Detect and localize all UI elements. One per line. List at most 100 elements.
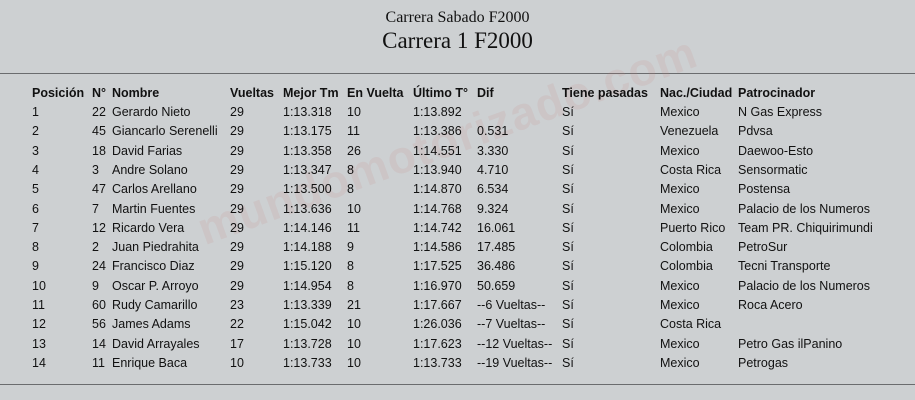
cell-name: Rudy Camarillo bbox=[112, 298, 198, 312]
cell-sponsor: Pdvsa bbox=[738, 124, 773, 139]
cell-number: 14 bbox=[92, 336, 106, 351]
cell-number: 56 bbox=[92, 317, 106, 332]
cell-nationality: Costa Rica bbox=[660, 162, 722, 177]
cell-gap: 17.485 bbox=[477, 240, 516, 255]
cell-best-lap: 8 bbox=[347, 259, 354, 274]
cell-best-time: 1:13.358 bbox=[283, 143, 332, 158]
cell-nationality: Mexico bbox=[660, 278, 700, 293]
cell-best-time: 1:13.733 bbox=[283, 355, 332, 370]
cell-best-lap: 8 bbox=[347, 278, 354, 293]
table-row: 9 24 Francisco Diaz 29 1:15.120 8 1:17.525 36.4… bbox=[0, 259, 915, 278]
cell-gap: 36.486 bbox=[477, 259, 516, 274]
header-position: Posición bbox=[32, 86, 85, 100]
cell-position: 13 bbox=[32, 336, 46, 351]
cell-best-time: 1:15.042 bbox=[283, 317, 332, 332]
cell-position: 4 bbox=[32, 162, 39, 177]
cell-last-time: 1:16.970 bbox=[413, 278, 462, 293]
bottom-divider bbox=[0, 384, 915, 385]
cell-number: 12 bbox=[92, 220, 106, 235]
cell-best-time: 1:13.500 bbox=[283, 182, 332, 197]
cell-gap: 50.659 bbox=[477, 278, 516, 293]
cell-sponsor: Tecni Transporte bbox=[738, 259, 831, 274]
cell-laps: 29 bbox=[230, 220, 244, 235]
cell-last-time: 1:17.525 bbox=[413, 259, 462, 274]
cell-best-lap: 26 bbox=[347, 143, 361, 158]
table-row: 5 47 Carlos Arellano 29 1:13.500 8 1:14.870 6.5… bbox=[0, 182, 915, 201]
cell-best-time: 1:13.728 bbox=[283, 336, 332, 351]
cell-gap: 6.534 bbox=[477, 182, 509, 197]
cell-nationality: Puerto Rico bbox=[660, 220, 726, 235]
cell-position: 11 bbox=[32, 298, 45, 312]
cell-laps: 17 bbox=[230, 336, 244, 351]
cell-position: 10 bbox=[32, 278, 46, 293]
cell-position: 14 bbox=[32, 355, 46, 370]
table-row: 3 18 David Farias 29 1:13.358 26 1:14.551 3.330… bbox=[0, 144, 915, 163]
cell-sponsor: Palacio de los Numeros bbox=[738, 201, 871, 216]
table-row: 8 2 Juan Piedrahita 29 1:14.188 9 1:14.586 17.4… bbox=[0, 240, 915, 259]
cell-laps: 29 bbox=[230, 240, 244, 255]
top-divider bbox=[0, 73, 915, 74]
cell-gap: 3.330 bbox=[477, 143, 509, 158]
cell-last-time: 1:13.733 bbox=[413, 355, 462, 370]
cell-number: 7 bbox=[92, 201, 99, 216]
cell-laps: 10 bbox=[230, 355, 244, 370]
cell-name: Andre Solano bbox=[112, 162, 188, 177]
cell-laps: 29 bbox=[230, 278, 244, 293]
cell-passes: Sí bbox=[562, 182, 574, 197]
table-row: 6 7 Martin Fuentes 29 1:13.636 10 1:14.768 9.32… bbox=[0, 202, 915, 221]
cell-gap: 9.324 bbox=[477, 201, 509, 216]
cell-position: 5 bbox=[32, 182, 39, 197]
cell-name: James Adams bbox=[112, 317, 191, 332]
cell-number: 18 bbox=[92, 143, 106, 158]
cell-name: Gerardo Nieto bbox=[112, 105, 191, 119]
cell-nationality: Colombia bbox=[660, 240, 713, 255]
cell-best-time: 1:14.188 bbox=[283, 240, 332, 255]
cell-number: 60 bbox=[92, 298, 106, 312]
header-best-lap: En Vuelta bbox=[347, 86, 404, 100]
cell-gap: 16.061 bbox=[477, 220, 516, 235]
cell-number: 3 bbox=[92, 162, 99, 177]
cell-gap: 0.531 bbox=[477, 124, 509, 139]
cell-last-time: 1:14.551 bbox=[413, 143, 462, 158]
cell-last-time: 1:13.386 bbox=[413, 124, 462, 139]
cell-best-time: 1:13.339 bbox=[283, 298, 332, 312]
cell-name: Carlos Arellano bbox=[112, 182, 197, 197]
cell-position: 12 bbox=[32, 317, 46, 332]
cell-name: Enrique Baca bbox=[112, 355, 188, 370]
cell-best-lap: 10 bbox=[347, 355, 361, 370]
cell-position: 8 bbox=[32, 240, 39, 255]
table-header: Posición N° Nombre Vueltas Mejor Tm En Vuelta… bbox=[0, 86, 915, 105]
cell-laps: 29 bbox=[230, 143, 244, 158]
cell-passes: Sí bbox=[562, 162, 574, 177]
cell-position: 2 bbox=[32, 124, 39, 139]
cell-number: 45 bbox=[92, 124, 106, 139]
cell-best-lap: 9 bbox=[347, 240, 354, 255]
cell-name: David Farias bbox=[112, 143, 183, 158]
cell-last-time: 1:14.742 bbox=[413, 220, 462, 235]
cell-last-time: 1:14.870 bbox=[413, 182, 462, 197]
cell-number: 24 bbox=[92, 259, 106, 274]
race-subtitle: Carrera Sabado F2000 bbox=[385, 9, 530, 26]
table-row: 7 12 Ricardo Vera 29 1:14.146 11 1:14.742 16.06… bbox=[0, 221, 915, 240]
cell-nationality: Mexico bbox=[660, 201, 700, 216]
cell-gap: --19 Vueltas-- bbox=[477, 355, 553, 370]
cell-sponsor: Daewoo-Esto bbox=[738, 143, 814, 158]
cell-laps: 29 bbox=[230, 182, 244, 197]
cell-passes: Sí bbox=[562, 124, 574, 139]
cell-best-time: 1:13.347 bbox=[283, 162, 332, 177]
cell-nationality: Mexico bbox=[660, 182, 700, 197]
cell-gap: --6 Vueltas-- bbox=[477, 298, 546, 312]
cell-position: 3 bbox=[32, 143, 39, 158]
table-row: 12 56 James Adams 22 1:15.042 10 1:26.036 --7 V… bbox=[0, 317, 915, 336]
cell-best-time: 1:13.318 bbox=[283, 105, 332, 119]
cell-laps: 29 bbox=[230, 162, 244, 177]
cell-passes: Sí bbox=[562, 355, 574, 370]
cell-number: 9 bbox=[92, 278, 99, 293]
cell-gap: --12 Vueltas-- bbox=[477, 336, 553, 351]
cell-name: Francisco Diaz bbox=[112, 259, 195, 274]
cell-sponsor: Team PR. Chiquirimundi bbox=[738, 220, 873, 235]
cell-last-time: 1:14.586 bbox=[413, 240, 462, 255]
header-passes: Tiene pasadas bbox=[562, 86, 648, 100]
cell-best-lap: 8 bbox=[347, 182, 354, 197]
table-row: 13 14 David Arrayales 17 1:13.728 10 1:17.623-… bbox=[0, 337, 915, 356]
